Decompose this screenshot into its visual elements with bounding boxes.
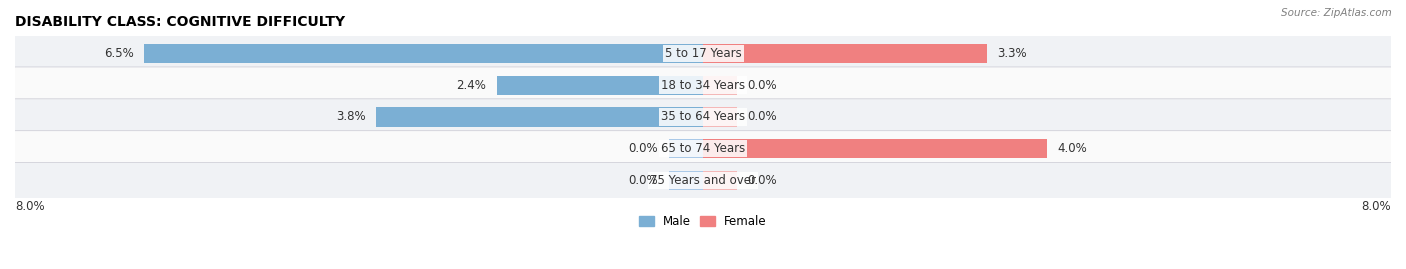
Bar [703, 171, 737, 190]
FancyBboxPatch shape [8, 35, 1398, 71]
Text: 0.0%: 0.0% [628, 142, 658, 155]
Bar [703, 44, 987, 63]
FancyBboxPatch shape [8, 162, 1398, 199]
Text: 2.4%: 2.4% [457, 79, 486, 92]
Text: 4.0%: 4.0% [1057, 142, 1087, 155]
Text: 8.0%: 8.0% [15, 200, 45, 213]
Text: DISABILITY CLASS: COGNITIVE DIFFICULTY: DISABILITY CLASS: COGNITIVE DIFFICULTY [15, 15, 344, 29]
Text: Source: ZipAtlas.com: Source: ZipAtlas.com [1281, 8, 1392, 18]
Text: 75 Years and over: 75 Years and over [650, 174, 756, 187]
Text: 35 to 64 Years: 35 to 64 Years [661, 111, 745, 123]
Bar [703, 76, 737, 95]
Text: 0.0%: 0.0% [748, 174, 778, 187]
Text: 3.8%: 3.8% [336, 111, 366, 123]
Bar [669, 171, 703, 190]
Text: 0.0%: 0.0% [748, 111, 778, 123]
Text: 18 to 34 Years: 18 to 34 Years [661, 79, 745, 92]
Bar [496, 76, 703, 95]
Text: 0.0%: 0.0% [748, 79, 778, 92]
Text: 8.0%: 8.0% [1361, 200, 1391, 213]
FancyBboxPatch shape [8, 99, 1398, 135]
FancyBboxPatch shape [8, 131, 1398, 167]
Bar [703, 107, 737, 126]
Text: 3.3%: 3.3% [997, 47, 1026, 60]
Bar [377, 107, 703, 126]
Legend: Male, Female: Male, Female [640, 215, 766, 228]
Bar [143, 44, 703, 63]
FancyBboxPatch shape [8, 67, 1398, 103]
Text: 0.0%: 0.0% [628, 174, 658, 187]
Text: 65 to 74 Years: 65 to 74 Years [661, 142, 745, 155]
Bar [669, 139, 703, 158]
Bar [703, 139, 1047, 158]
Text: 5 to 17 Years: 5 to 17 Years [665, 47, 741, 60]
Text: 6.5%: 6.5% [104, 47, 134, 60]
